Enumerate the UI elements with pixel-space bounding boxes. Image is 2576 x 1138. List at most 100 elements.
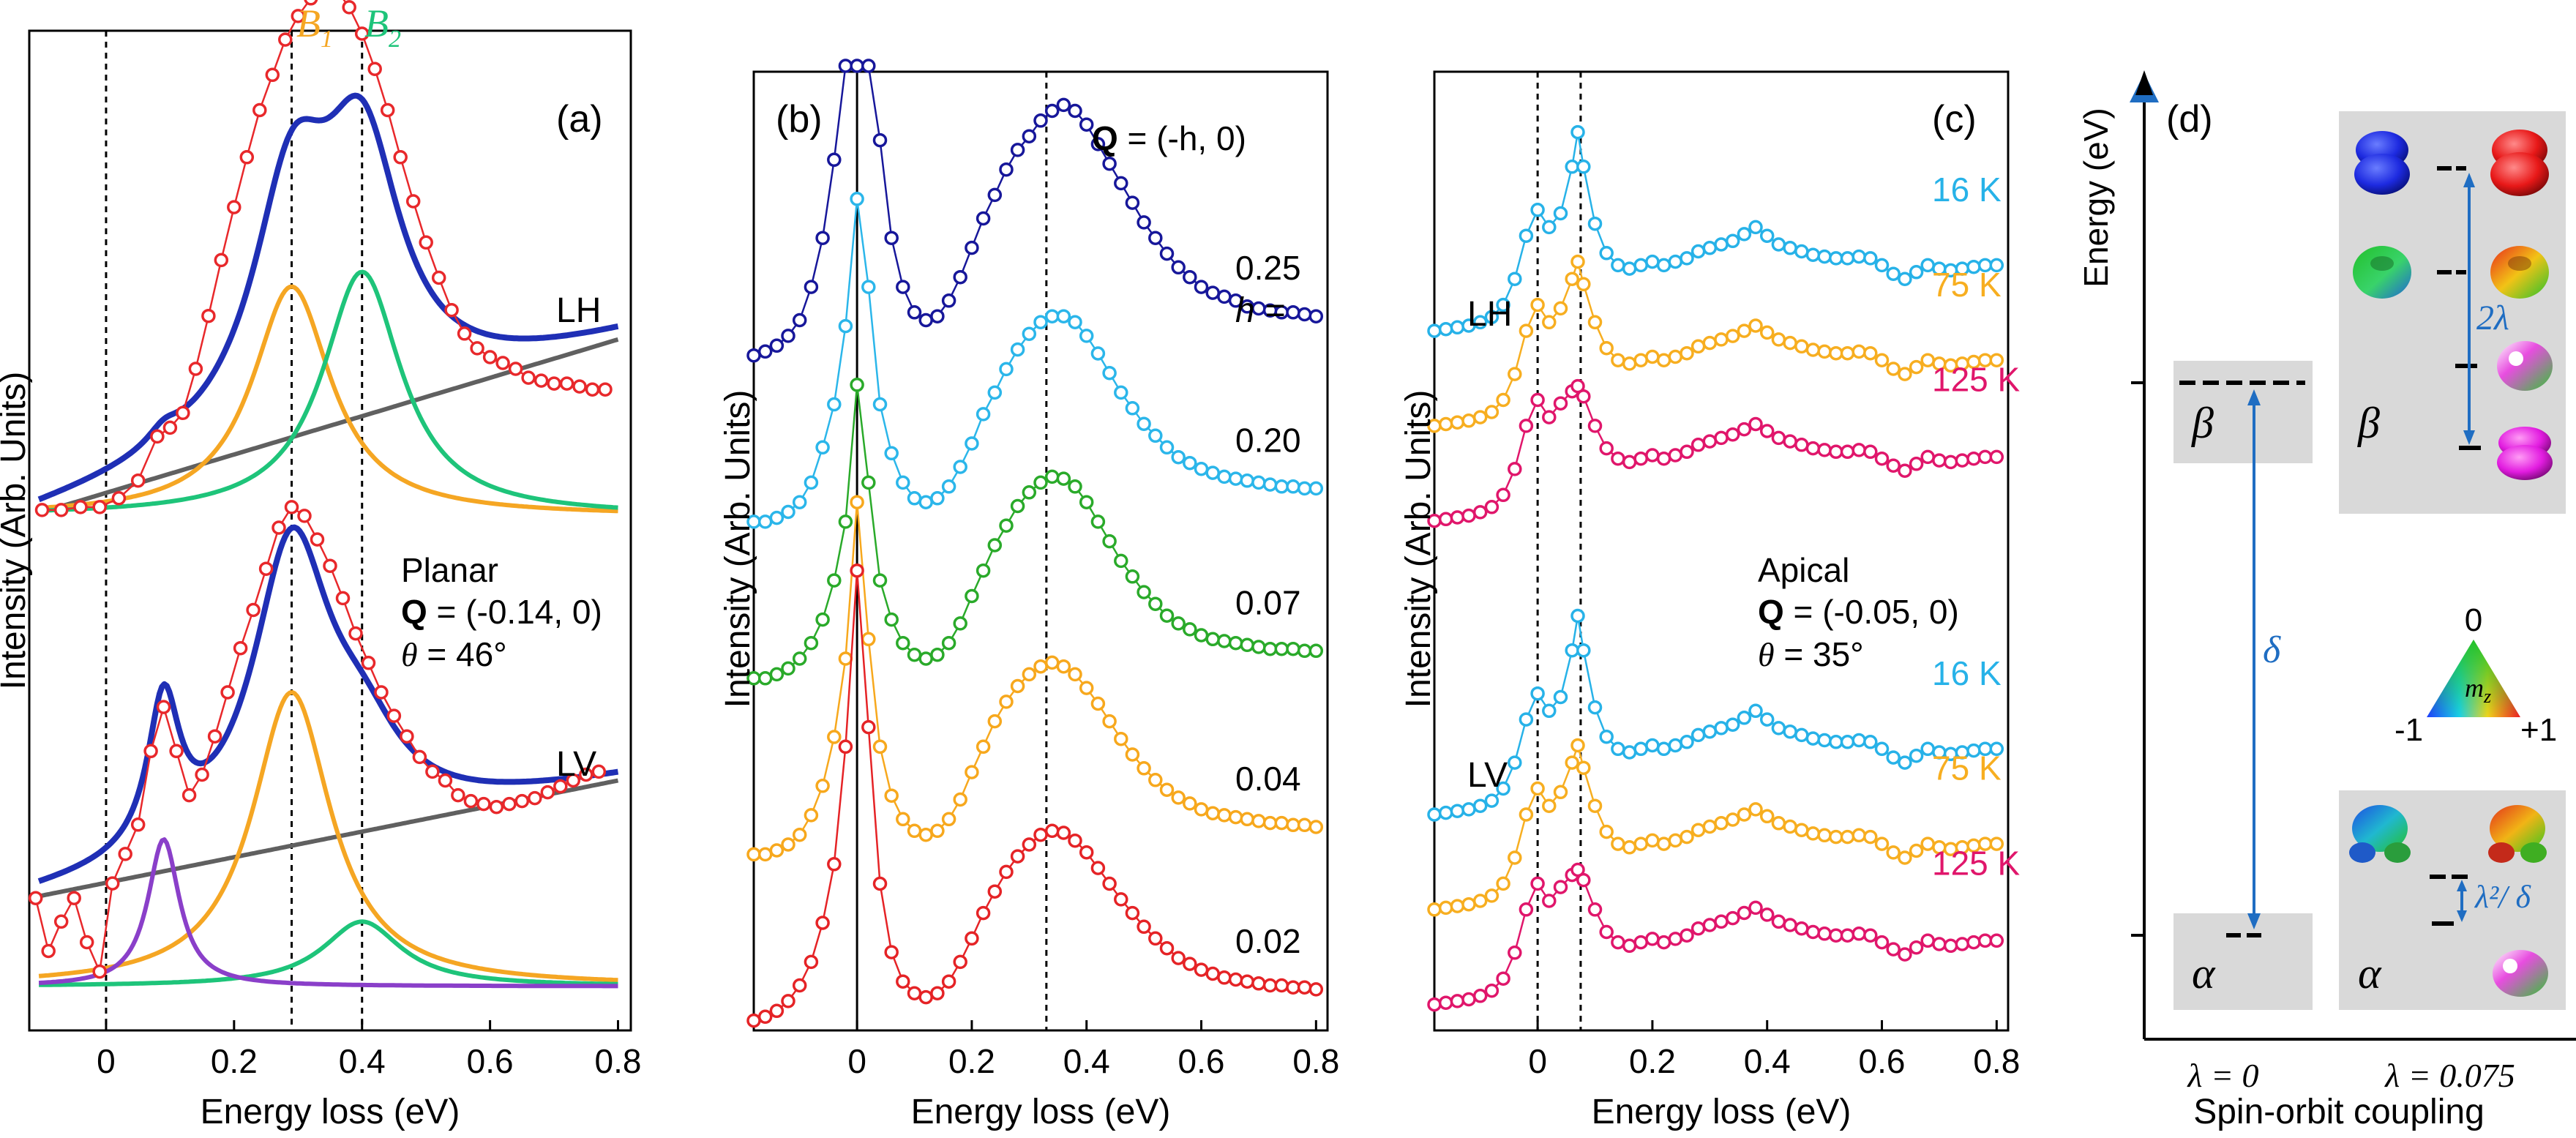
panel-b-data-point — [769, 510, 785, 525]
panel-c-data-point — [1668, 349, 1683, 364]
panel-a: 0 0.2 0.4 0.6 0.8 (a) B1 B2 LH LV Planar Q =… — [0, 0, 641, 1131]
q-h-label: Q = (-h, 0) — [1092, 119, 1246, 157]
panel-b-data-point — [872, 132, 888, 148]
panel-c-data-point — [1989, 353, 2004, 367]
panel-b-data-point — [838, 318, 853, 334]
panel-c-data-point — [1805, 731, 1821, 746]
panel-b-data-point — [907, 647, 922, 662]
panel-c-data-point — [1771, 430, 1786, 446]
panel-b-data-point — [1137, 215, 1151, 230]
panel-b-data-point — [896, 974, 910, 989]
panel-a-data-point — [92, 500, 107, 514]
panel-c-data-point — [1530, 203, 1545, 217]
panel-b-data-point — [1068, 479, 1082, 494]
panel-c-data-point — [1680, 928, 1694, 943]
panel-b-data-point — [1010, 678, 1025, 694]
h-value-label: 0.20 — [1235, 421, 1301, 459]
panel-c-data-point — [1656, 258, 1671, 273]
panel-b-data-point — [1308, 982, 1324, 997]
panel-c-temperature-labels: 16 K 75 K 125 K 16 K 75 K 125 K — [1932, 171, 2021, 883]
panel-b-data-point — [918, 312, 933, 328]
panel-b-data-point — [1022, 326, 1037, 341]
panel-b-data-point — [872, 573, 888, 588]
panel-c-data-point — [1519, 902, 1534, 917]
panel-b-data-point — [907, 491, 922, 506]
panel-b-data-point — [953, 460, 967, 474]
panel-a-data-point — [400, 729, 414, 744]
panel-a-data-point — [252, 102, 267, 118]
panel-b-data-line — [754, 384, 1317, 680]
panel-c-data-point — [1553, 689, 1568, 705]
panel-b-data-point — [987, 714, 1003, 729]
panel-c-data-point — [1737, 905, 1752, 921]
panel-b-data-point — [1044, 469, 1060, 484]
panel-b-tick-label: 0.2 — [948, 1042, 995, 1080]
panel-c-data-point — [1599, 924, 1614, 940]
panel-a-data-point — [438, 773, 453, 788]
panel-c-data-point — [1783, 819, 1797, 834]
panel-b-tick-label: 0 — [847, 1042, 866, 1080]
panel-c-data-point — [1645, 448, 1660, 463]
panel-b-data-point — [1148, 773, 1163, 787]
panel-b-data-point — [1251, 640, 1266, 654]
temperature-label: 16 K — [1932, 171, 2002, 209]
panel-c-data-point — [1461, 896, 1476, 912]
panel-c-data-point — [1438, 512, 1453, 527]
panel-c-data-point — [1587, 700, 1603, 715]
panel-b-data-point — [1068, 667, 1082, 682]
panel-c-data-point — [1633, 353, 1648, 367]
panel-c: 0 0.2 0.4 0.6 0.8 16 K 75 K 125 K 16 K 75 K 125 K… — [1399, 70, 2021, 1131]
panel-b-data-point — [987, 538, 1003, 553]
panel-b-data-point — [861, 719, 876, 735]
panel-c-data-point — [1817, 733, 1832, 748]
panel-b-data-point — [987, 385, 1003, 400]
panel-c-data-point — [1955, 937, 1970, 951]
panel-c-data-point — [1794, 727, 1809, 743]
b2-peak-label: B2 — [364, 1, 401, 53]
panel-c-data-point — [1943, 454, 1958, 470]
panel-a-data-point — [502, 796, 517, 812]
panel-b-data-point — [953, 954, 967, 970]
panel-c-data-point — [1472, 410, 1488, 424]
panel-b-data-point — [827, 730, 842, 744]
panel-c-data-point — [1805, 247, 1821, 262]
panel-c-data-point — [1748, 416, 1763, 432]
panel-c-data-point — [1576, 643, 1591, 658]
panel-c-data-point — [1874, 258, 1890, 273]
panel-b-data-point — [1148, 931, 1163, 946]
panel-c-data-point — [1829, 735, 1843, 749]
panel-c-data-point — [1725, 233, 1740, 249]
panel-b-data-point — [1194, 461, 1209, 476]
panel-c-data-point — [1840, 251, 1855, 266]
panel-c-data-point — [1886, 458, 1901, 473]
temperature-label: 75 K — [1932, 749, 2002, 787]
panel-c-data-point — [1587, 902, 1603, 917]
panel-b-data-point — [1171, 616, 1186, 631]
panel-c-data-point — [1622, 356, 1637, 371]
panel-b-data-point — [1217, 808, 1232, 823]
panel-c-data-point — [1542, 410, 1557, 424]
panel-c-data-point — [1989, 933, 2004, 948]
spin-orbit-axis-label: Spin-orbit coupling — [2193, 1093, 2485, 1131]
c-q-vector-label: Q = (-0.05, 0) — [1758, 593, 1959, 631]
fit-curve — [38, 690, 618, 983]
panel-a-data-line — [42, 0, 605, 512]
panel-b-data-point — [1137, 585, 1151, 599]
panel-b-data-point — [850, 563, 864, 578]
panel-b-data-point — [1205, 632, 1220, 647]
panel-c-data-point — [1898, 463, 1912, 478]
panel-b-data-point — [1228, 972, 1243, 987]
panel-c-data-point — [1771, 914, 1786, 929]
panel-a-xlabel: Energy loss (eV) — [201, 1093, 460, 1131]
colorbar-left-label: -1 — [2395, 712, 2423, 748]
panel-c-data-point — [1645, 932, 1660, 946]
orbital-magenta-icon — [2497, 427, 2553, 480]
panel-c-data-point — [1690, 823, 1706, 837]
panel-c-data-point — [1530, 781, 1545, 796]
panel-a-data-point — [591, 764, 607, 779]
orbital-blue-icon — [2354, 131, 2410, 195]
panel-a-data-point — [547, 376, 561, 391]
panel-c-data-point — [1817, 249, 1832, 264]
panel-b-data-point — [930, 309, 945, 323]
panel-b-data-point — [1308, 820, 1324, 834]
